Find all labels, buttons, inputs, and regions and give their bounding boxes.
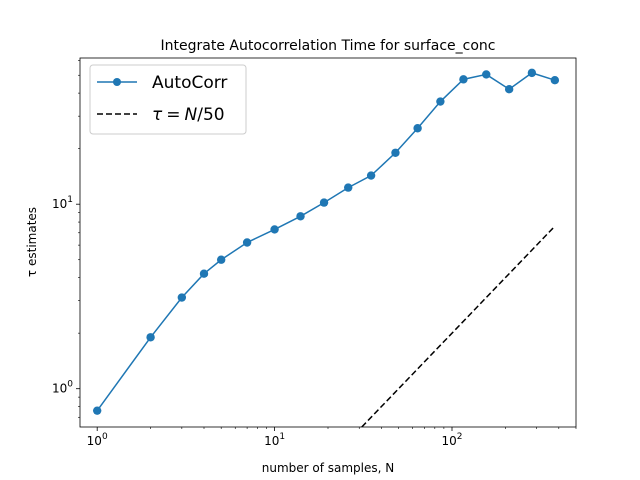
data-point-autocorr [216, 255, 226, 264]
legend: AutoCorr τ = N/50 [89, 64, 247, 135]
data-point-autocorr [413, 124, 422, 133]
x-tick-label: 101 [264, 432, 285, 448]
data-point-autocorr [296, 212, 305, 221]
x-tick-label: 100 [87, 432, 108, 448]
legend-reference-label: τ = N/50 [152, 105, 225, 125]
data-point-autocorr [391, 148, 400, 157]
data-point-autocorr [366, 171, 376, 180]
x-tick-label: 102 [441, 432, 462, 448]
data-point-autocorr [177, 293, 187, 302]
data-point-autocorr [146, 333, 155, 342]
data-point-autocorr [242, 238, 252, 247]
legend-reference-rest: /50 [197, 105, 224, 125]
series-line-reference [361, 225, 556, 427]
data-point-autocorr [270, 225, 279, 234]
legend-reference-tau: τ [152, 105, 163, 125]
data-point-autocorr [319, 198, 329, 207]
plot-area: 100 101 102 100 101 [52, 57, 577, 448]
data-point-autocorr [482, 70, 491, 79]
data-point-autocorr [344, 183, 353, 192]
legend-autocorr-marker [113, 78, 121, 86]
data-point-autocorr [199, 269, 209, 278]
data-point-autocorr [527, 68, 537, 78]
x-axis-label: number of samples, N [262, 461, 395, 475]
legend-reference-var: N [185, 105, 198, 125]
y-axis-label: τ estimates [25, 207, 39, 277]
data-point-autocorr [92, 406, 102, 415]
legend-autocorr-label: AutoCorr [152, 73, 227, 93]
chart-title: Integrate Autocorrelation Time for surfa… [161, 38, 496, 54]
y-tick-label: 100 [52, 380, 73, 396]
data-point-autocorr [550, 75, 560, 85]
data-point-autocorr [459, 75, 468, 84]
legend-reference-eq: = [166, 105, 180, 125]
y-tick-label: 101 [52, 195, 73, 211]
data-point-autocorr [504, 85, 514, 94]
data-point-autocorr [436, 97, 445, 106]
